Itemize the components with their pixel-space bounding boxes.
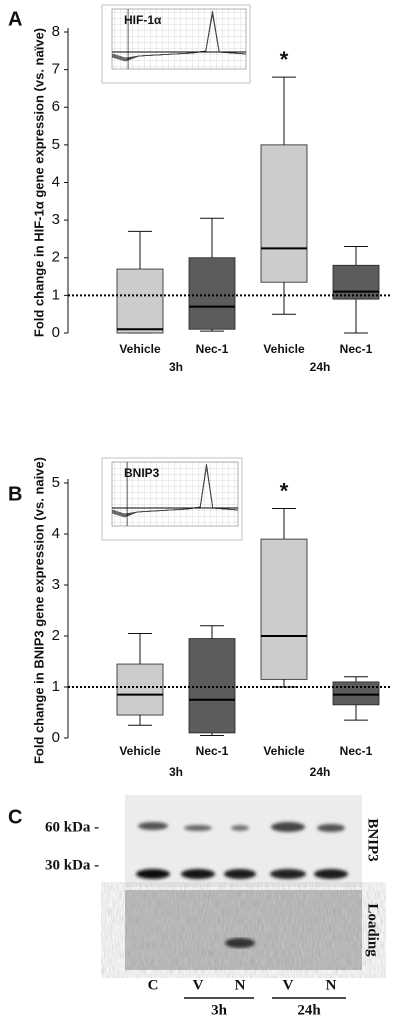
group-label: 24h — [310, 765, 331, 779]
box — [260, 538, 308, 680]
inset-label: BNIP3 — [124, 466, 160, 480]
y-tick-label: 5 — [52, 474, 60, 491]
y-tick-label: 0 — [52, 324, 60, 341]
panel-letter: B — [8, 483, 22, 505]
group-label: 24h — [310, 360, 331, 374]
box — [116, 268, 164, 334]
group-label: 3h — [169, 765, 183, 779]
y-axis-title: Fold change in BNIP3 gene expression (vs… — [31, 457, 46, 764]
annotation: * — [280, 47, 289, 72]
x-tick-label: Nec-1 — [340, 744, 373, 758]
inset-label: HIF-1α — [124, 13, 162, 27]
x-tick-label: Vehicle — [263, 342, 305, 356]
marker-label: 30 kDa - — [45, 857, 99, 873]
panel-letter: C — [8, 806, 22, 828]
band — [225, 938, 255, 948]
y-tick-label: 2 — [52, 249, 60, 266]
inset-grid — [111, 8, 247, 70]
y-tick-label: 4 — [52, 173, 60, 190]
y-tick-label: 8 — [52, 23, 60, 40]
y-tick-label: 7 — [52, 61, 60, 78]
box — [332, 681, 380, 706]
x-tick-label: Nec-1 — [196, 342, 229, 356]
inset-grid — [111, 461, 239, 527]
y-tick-label: 1 — [52, 286, 60, 303]
y-tick-label: 3 — [52, 576, 60, 593]
lane-label: V — [283, 977, 294, 993]
box — [188, 638, 236, 734]
y-axis-title: Fold change in HIF-1α gene expression (v… — [31, 28, 46, 337]
x-tick-label: Vehicle — [263, 744, 305, 758]
lane-label: N — [235, 977, 246, 993]
y-tick-label: 6 — [52, 98, 60, 115]
y-tick-label: 0 — [52, 729, 60, 746]
box — [188, 257, 236, 330]
blot-texture — [125, 890, 362, 970]
y-tick-label: 3 — [52, 211, 60, 228]
annotation: * — [280, 478, 289, 503]
panel-letter: A — [8, 8, 22, 30]
blot-label: Loading — [365, 903, 381, 957]
lane-label: N — [326, 977, 337, 993]
group-label: 24h — [297, 1002, 321, 1018]
x-tick-label: Nec-1 — [340, 342, 373, 356]
lane-label: V — [193, 977, 204, 993]
blot-label: BNIP3 — [365, 818, 381, 861]
y-tick-label: 5 — [52, 136, 60, 153]
x-tick-label: Vehicle — [119, 342, 161, 356]
lane-label: C — [148, 977, 159, 993]
y-tick-label: 4 — [52, 525, 60, 542]
box — [260, 144, 308, 283]
x-tick-label: Vehicle — [119, 744, 161, 758]
marker-label: 60 kDa - — [45, 819, 99, 835]
y-tick-label: 1 — [52, 678, 60, 695]
box — [332, 264, 380, 300]
y-tick-label: 2 — [52, 627, 60, 644]
bands — [136, 822, 348, 879]
x-tick-label: Nec-1 — [196, 744, 229, 758]
box — [116, 663, 164, 716]
group-label: 3h — [211, 1002, 228, 1018]
group-label: 3h — [169, 360, 183, 374]
